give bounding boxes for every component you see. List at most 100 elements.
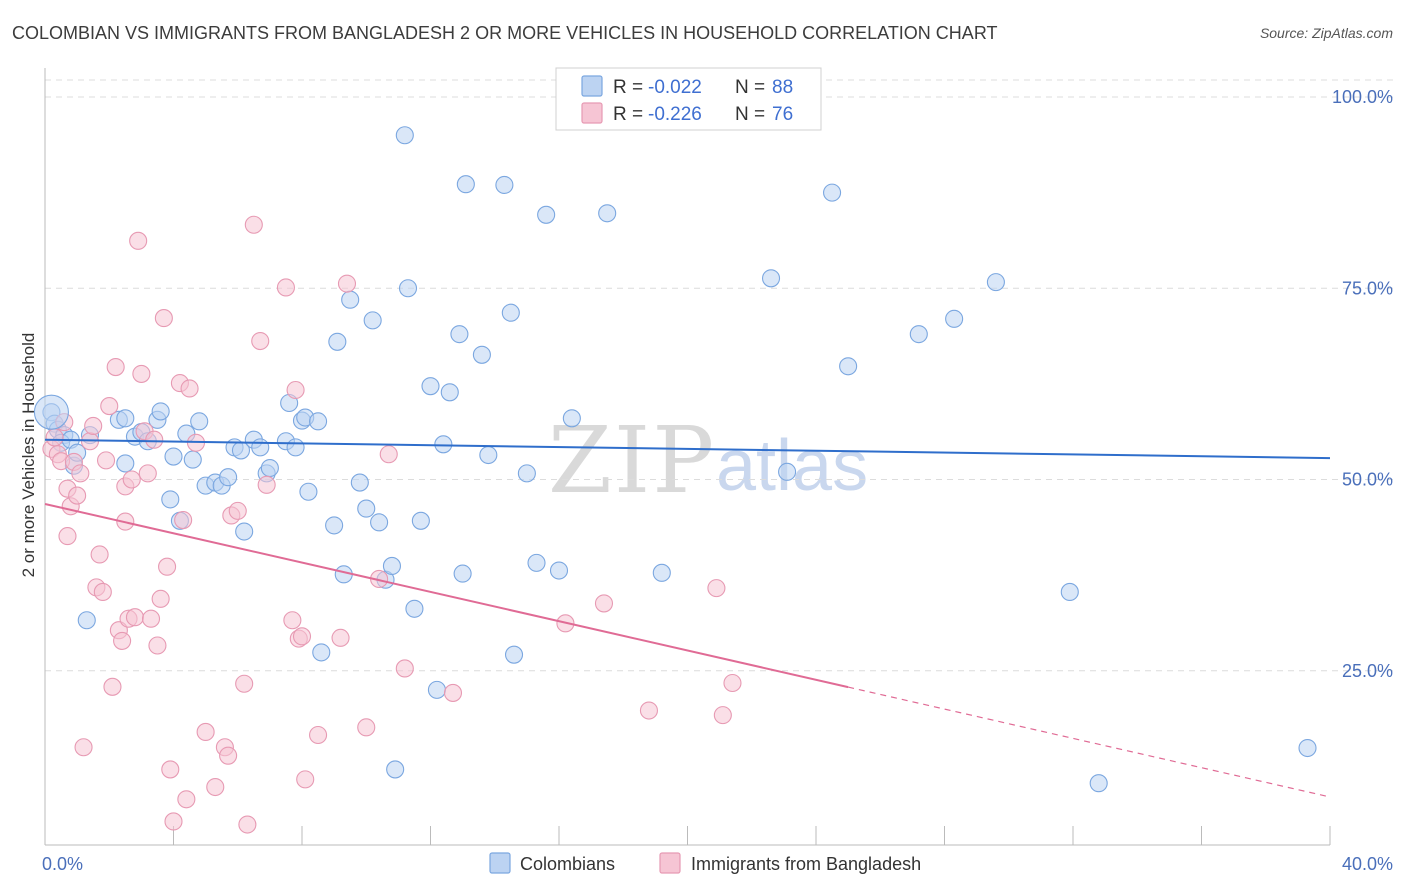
point-colombian — [116, 409, 135, 428]
legend-swatch-colombians — [581, 75, 603, 97]
point-bangladesh — [639, 701, 659, 720]
series-legend-label-colombians: Colombians — [520, 854, 615, 874]
point-bangladesh — [103, 677, 122, 696]
point-bangladesh — [125, 608, 144, 627]
point-bangladesh — [74, 738, 93, 757]
point-colombian — [427, 680, 446, 699]
point-bangladesh — [292, 627, 312, 646]
series-legend-label-bangladesh: Immigrants from Bangladesh — [691, 854, 921, 874]
point-bangladesh — [100, 397, 119, 416]
point-colombian — [440, 383, 459, 402]
point-bangladesh — [90, 545, 109, 564]
legend-n-value-colombians: 88 — [772, 77, 793, 98]
point-colombian — [761, 269, 781, 288]
trend-line-bangladesh — [44, 503, 849, 689]
point-bangladesh — [257, 475, 276, 494]
point-colombian — [839, 357, 858, 376]
scatter-points — [33, 126, 1317, 834]
point-colombian — [517, 464, 536, 483]
point-colombian — [778, 462, 797, 481]
point-bangladesh — [122, 470, 141, 489]
trend-line-dashed-bangladesh — [847, 686, 1331, 798]
legend-r-value-bangladesh: -0.226 — [648, 104, 702, 125]
point-bangladesh — [244, 215, 263, 234]
point-bangladesh — [309, 725, 328, 745]
point-bangladesh — [138, 464, 157, 483]
point-colombian — [286, 438, 305, 457]
point-colombian — [328, 332, 347, 351]
point-bangladesh — [707, 579, 726, 598]
point-colombian — [945, 309, 964, 328]
point-colombian — [251, 438, 270, 457]
point-bangladesh — [96, 451, 116, 470]
axes — [44, 68, 1331, 846]
point-colombian — [190, 412, 209, 431]
point-colombian — [382, 556, 402, 575]
point-colombian — [479, 445, 498, 465]
point-colombian — [183, 450, 202, 469]
point-bangladesh — [93, 582, 112, 602]
legend-r-label-bangladesh: R = — [613, 104, 643, 125]
point-bangladesh — [238, 815, 257, 834]
legend-n-label-colombians: N = — [735, 77, 765, 98]
point-colombian — [1089, 774, 1108, 793]
point-bangladesh — [58, 527, 77, 546]
point-bangladesh — [158, 557, 177, 576]
point-bangladesh — [174, 510, 193, 530]
point-bangladesh — [337, 274, 357, 293]
point-colombian — [325, 516, 344, 535]
point-colombian — [549, 561, 569, 580]
point-bangladesh — [132, 364, 151, 383]
point-colombian — [504, 645, 524, 664]
point-bangladesh — [395, 659, 414, 678]
trend-lines — [44, 438, 1331, 798]
y-axis-title: 2 or more Vehicles in Household — [19, 333, 38, 578]
point-colombian — [219, 468, 238, 487]
point-colombian — [598, 204, 617, 223]
point-colombian — [386, 760, 405, 779]
point-colombian — [986, 273, 1005, 292]
point-bangladesh — [594, 594, 614, 613]
point-colombian — [357, 499, 376, 518]
point-bangladesh — [379, 445, 398, 464]
point-colombian — [116, 454, 135, 473]
point-colombian — [164, 447, 183, 466]
point-colombian — [299, 482, 318, 501]
point-bangladesh — [45, 428, 64, 447]
point-colombian — [652, 563, 671, 582]
trend-line-colombian — [44, 438, 1331, 460]
point-colombian — [405, 599, 424, 618]
point-bangladesh — [154, 309, 173, 328]
y-tick-label: 25.0% — [1342, 661, 1393, 681]
point-bangladesh — [113, 631, 132, 650]
point-bangladesh — [180, 379, 199, 398]
point-colombian — [527, 553, 546, 572]
point-colombian — [312, 643, 331, 662]
point-colombian — [309, 412, 328, 431]
point-colombian — [151, 402, 170, 421]
point-bangladesh — [296, 770, 315, 789]
point-colombian — [398, 279, 418, 298]
point-bangladesh — [177, 790, 196, 809]
x-tick-label: 0.0% — [42, 854, 83, 874]
point-colombian — [77, 611, 96, 630]
series-legend: Colombians Immigrants from Bangladesh — [489, 852, 921, 874]
point-bangladesh — [357, 718, 376, 737]
point-bangladesh — [68, 486, 87, 505]
y-tick-labels: 100.0% 75.0% 50.0% 25.0% — [1332, 87, 1393, 681]
point-bangladesh — [251, 331, 270, 351]
point-bangladesh — [164, 812, 183, 831]
point-colombian — [434, 435, 453, 454]
point-colombian — [456, 175, 475, 194]
point-bangladesh — [161, 760, 180, 779]
chart-source: Source: ZipAtlas.com — [1260, 25, 1393, 41]
x-tick-labels: 0.0% 40.0% — [42, 854, 1393, 874]
point-colombian — [537, 205, 556, 224]
point-colombian — [909, 325, 928, 344]
point-bangladesh — [196, 722, 215, 742]
point-bangladesh — [286, 380, 305, 400]
point-bangladesh — [228, 501, 247, 520]
point-colombian — [823, 183, 842, 202]
y-tick-label: 75.0% — [1342, 278, 1393, 298]
